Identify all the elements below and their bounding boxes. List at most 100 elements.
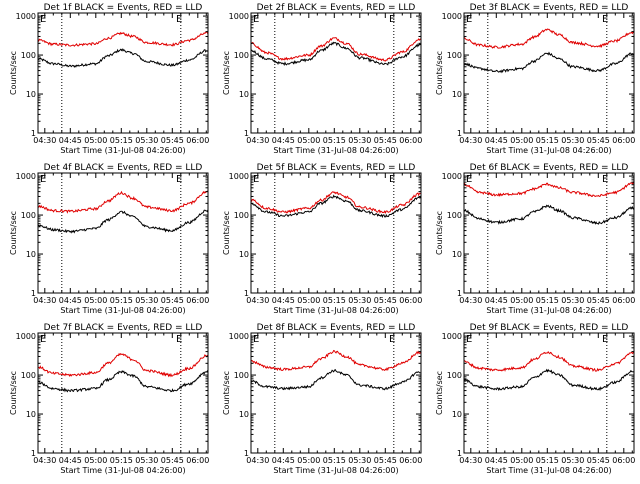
y-tick-label: 100 xyxy=(447,51,462,60)
y-tick-label: 100 xyxy=(234,371,249,380)
panel-title: Det 6f BLACK = Events, RED = LLD xyxy=(470,163,629,173)
marker-E-left: E xyxy=(40,14,46,25)
plot-frame xyxy=(250,172,422,294)
plot-frame xyxy=(37,332,209,454)
panel-title: Det 4f BLACK = Events, RED = LLD xyxy=(44,163,203,173)
x-tick-label: 06:00 xyxy=(399,136,422,145)
plot-frame xyxy=(463,332,635,454)
y-tick-label: 1 xyxy=(31,129,36,138)
x-tick-label: 05:00 xyxy=(297,136,320,145)
y-tick-label: 1 xyxy=(31,449,36,458)
y-tick-label: 10 xyxy=(26,90,36,99)
y-tick-label: 100 xyxy=(21,371,36,380)
x-tick-label: 04:30 xyxy=(459,136,482,145)
y-tick-label: 100 xyxy=(234,211,249,220)
series-lld-line xyxy=(37,190,209,214)
marker-E-right: E xyxy=(176,14,182,25)
x-tick-label: 06:00 xyxy=(399,456,422,465)
series-events-line xyxy=(250,41,422,67)
x-tick-label: 04:45 xyxy=(272,456,295,465)
plot-frame xyxy=(463,12,635,134)
x-tick-label: 06:00 xyxy=(612,296,635,305)
y-axis-label: Counts/sec xyxy=(435,211,444,255)
panel-title: Det 5f BLACK = Events, RED = LLD xyxy=(257,163,416,173)
plot-frame xyxy=(463,172,635,294)
marker-E-right: E xyxy=(176,334,182,345)
x-tick-label: 05:15 xyxy=(110,296,133,305)
y-tick-label: 100 xyxy=(234,51,249,60)
y-tick-label: 10 xyxy=(239,410,249,419)
series-events-line xyxy=(250,194,422,219)
x-tick-label: 06:00 xyxy=(186,136,209,145)
panel-title: Det 8f BLACK = Events, RED = LLD xyxy=(257,323,416,333)
y-axis-label: Counts/sec xyxy=(9,211,18,255)
y-axis-label: Counts/sec xyxy=(9,51,18,95)
marker-E-left: E xyxy=(40,334,46,345)
series-lld-line xyxy=(250,349,422,372)
y-tick-label: 10 xyxy=(452,250,462,259)
x-tick-label: 04:45 xyxy=(485,136,508,145)
x-tick-label: 05:30 xyxy=(561,136,584,145)
plot-frame xyxy=(250,12,422,134)
marker-E-right: E xyxy=(176,174,182,185)
series-lld-line xyxy=(250,37,422,62)
y-axis-label: Counts/sec xyxy=(9,371,18,415)
y-tick-label: 1000 xyxy=(229,332,249,341)
x-tick-label: 05:30 xyxy=(348,136,371,145)
y-tick-label: 10 xyxy=(452,410,462,419)
x-axis-label: Start Time (31-Jul-08 04:26:00) xyxy=(273,306,398,315)
x-tick-label: 04:30 xyxy=(459,296,482,305)
x-tick-label: 05:00 xyxy=(510,136,533,145)
x-tick-label: 05:15 xyxy=(323,296,346,305)
series-lld-line xyxy=(37,31,209,47)
x-tick-label: 06:00 xyxy=(186,456,209,465)
marker-E-right: E xyxy=(389,174,395,185)
x-tick-label: 05:15 xyxy=(323,136,346,145)
y-axis-label: Counts/sec xyxy=(222,371,231,415)
x-axis-label: Start Time (31-Jul-08 04:26:00) xyxy=(486,466,611,475)
y-tick-label: 1000 xyxy=(16,12,36,21)
panel-title: Det 9f BLACK = Events, RED = LLD xyxy=(470,323,629,333)
x-tick-label: 05:15 xyxy=(536,296,559,305)
y-tick-label: 1000 xyxy=(16,172,36,181)
x-tick-label: 05:30 xyxy=(135,456,158,465)
y-tick-label: 100 xyxy=(21,211,36,220)
x-tick-label: 04:45 xyxy=(485,456,508,465)
y-tick-label: 1 xyxy=(457,289,462,298)
x-tick-label: 05:15 xyxy=(323,456,346,465)
x-tick-label: 04:45 xyxy=(59,136,82,145)
y-tick-label: 100 xyxy=(21,51,36,60)
y-tick-label: 1 xyxy=(244,449,249,458)
y-tick-label: 10 xyxy=(452,90,462,99)
x-tick-label: 05:45 xyxy=(374,296,397,305)
x-tick-label: 04:45 xyxy=(272,136,295,145)
x-tick-label: 05:30 xyxy=(135,136,158,145)
x-tick-label: 05:15 xyxy=(110,456,133,465)
plot-frame xyxy=(250,332,422,454)
x-tick-label: 05:45 xyxy=(161,136,184,145)
x-tick-label: 04:30 xyxy=(33,136,56,145)
x-tick-label: 04:45 xyxy=(59,456,82,465)
x-tick-label: 05:30 xyxy=(348,456,371,465)
x-tick-label: 04:45 xyxy=(272,296,295,305)
x-tick-label: 05:30 xyxy=(561,296,584,305)
y-axis-label: Counts/sec xyxy=(222,211,231,255)
marker-E-left: E xyxy=(466,14,472,25)
x-axis-label: Start Time (31-Jul-08 04:26:00) xyxy=(273,146,398,155)
y-tick-label: 1000 xyxy=(229,172,249,181)
y-tick-label: 1 xyxy=(244,129,249,138)
y-tick-label: 1000 xyxy=(16,332,36,341)
x-tick-label: 05:45 xyxy=(161,456,184,465)
series-lld-line xyxy=(463,28,635,49)
x-tick-label: 05:30 xyxy=(561,456,584,465)
marker-E-right: E xyxy=(389,334,395,345)
x-tick-label: 05:00 xyxy=(84,456,107,465)
series-events-line xyxy=(37,209,209,234)
series-lld-line xyxy=(463,351,635,372)
x-axis-label: Start Time (31-Jul-08 04:26:00) xyxy=(60,466,185,475)
